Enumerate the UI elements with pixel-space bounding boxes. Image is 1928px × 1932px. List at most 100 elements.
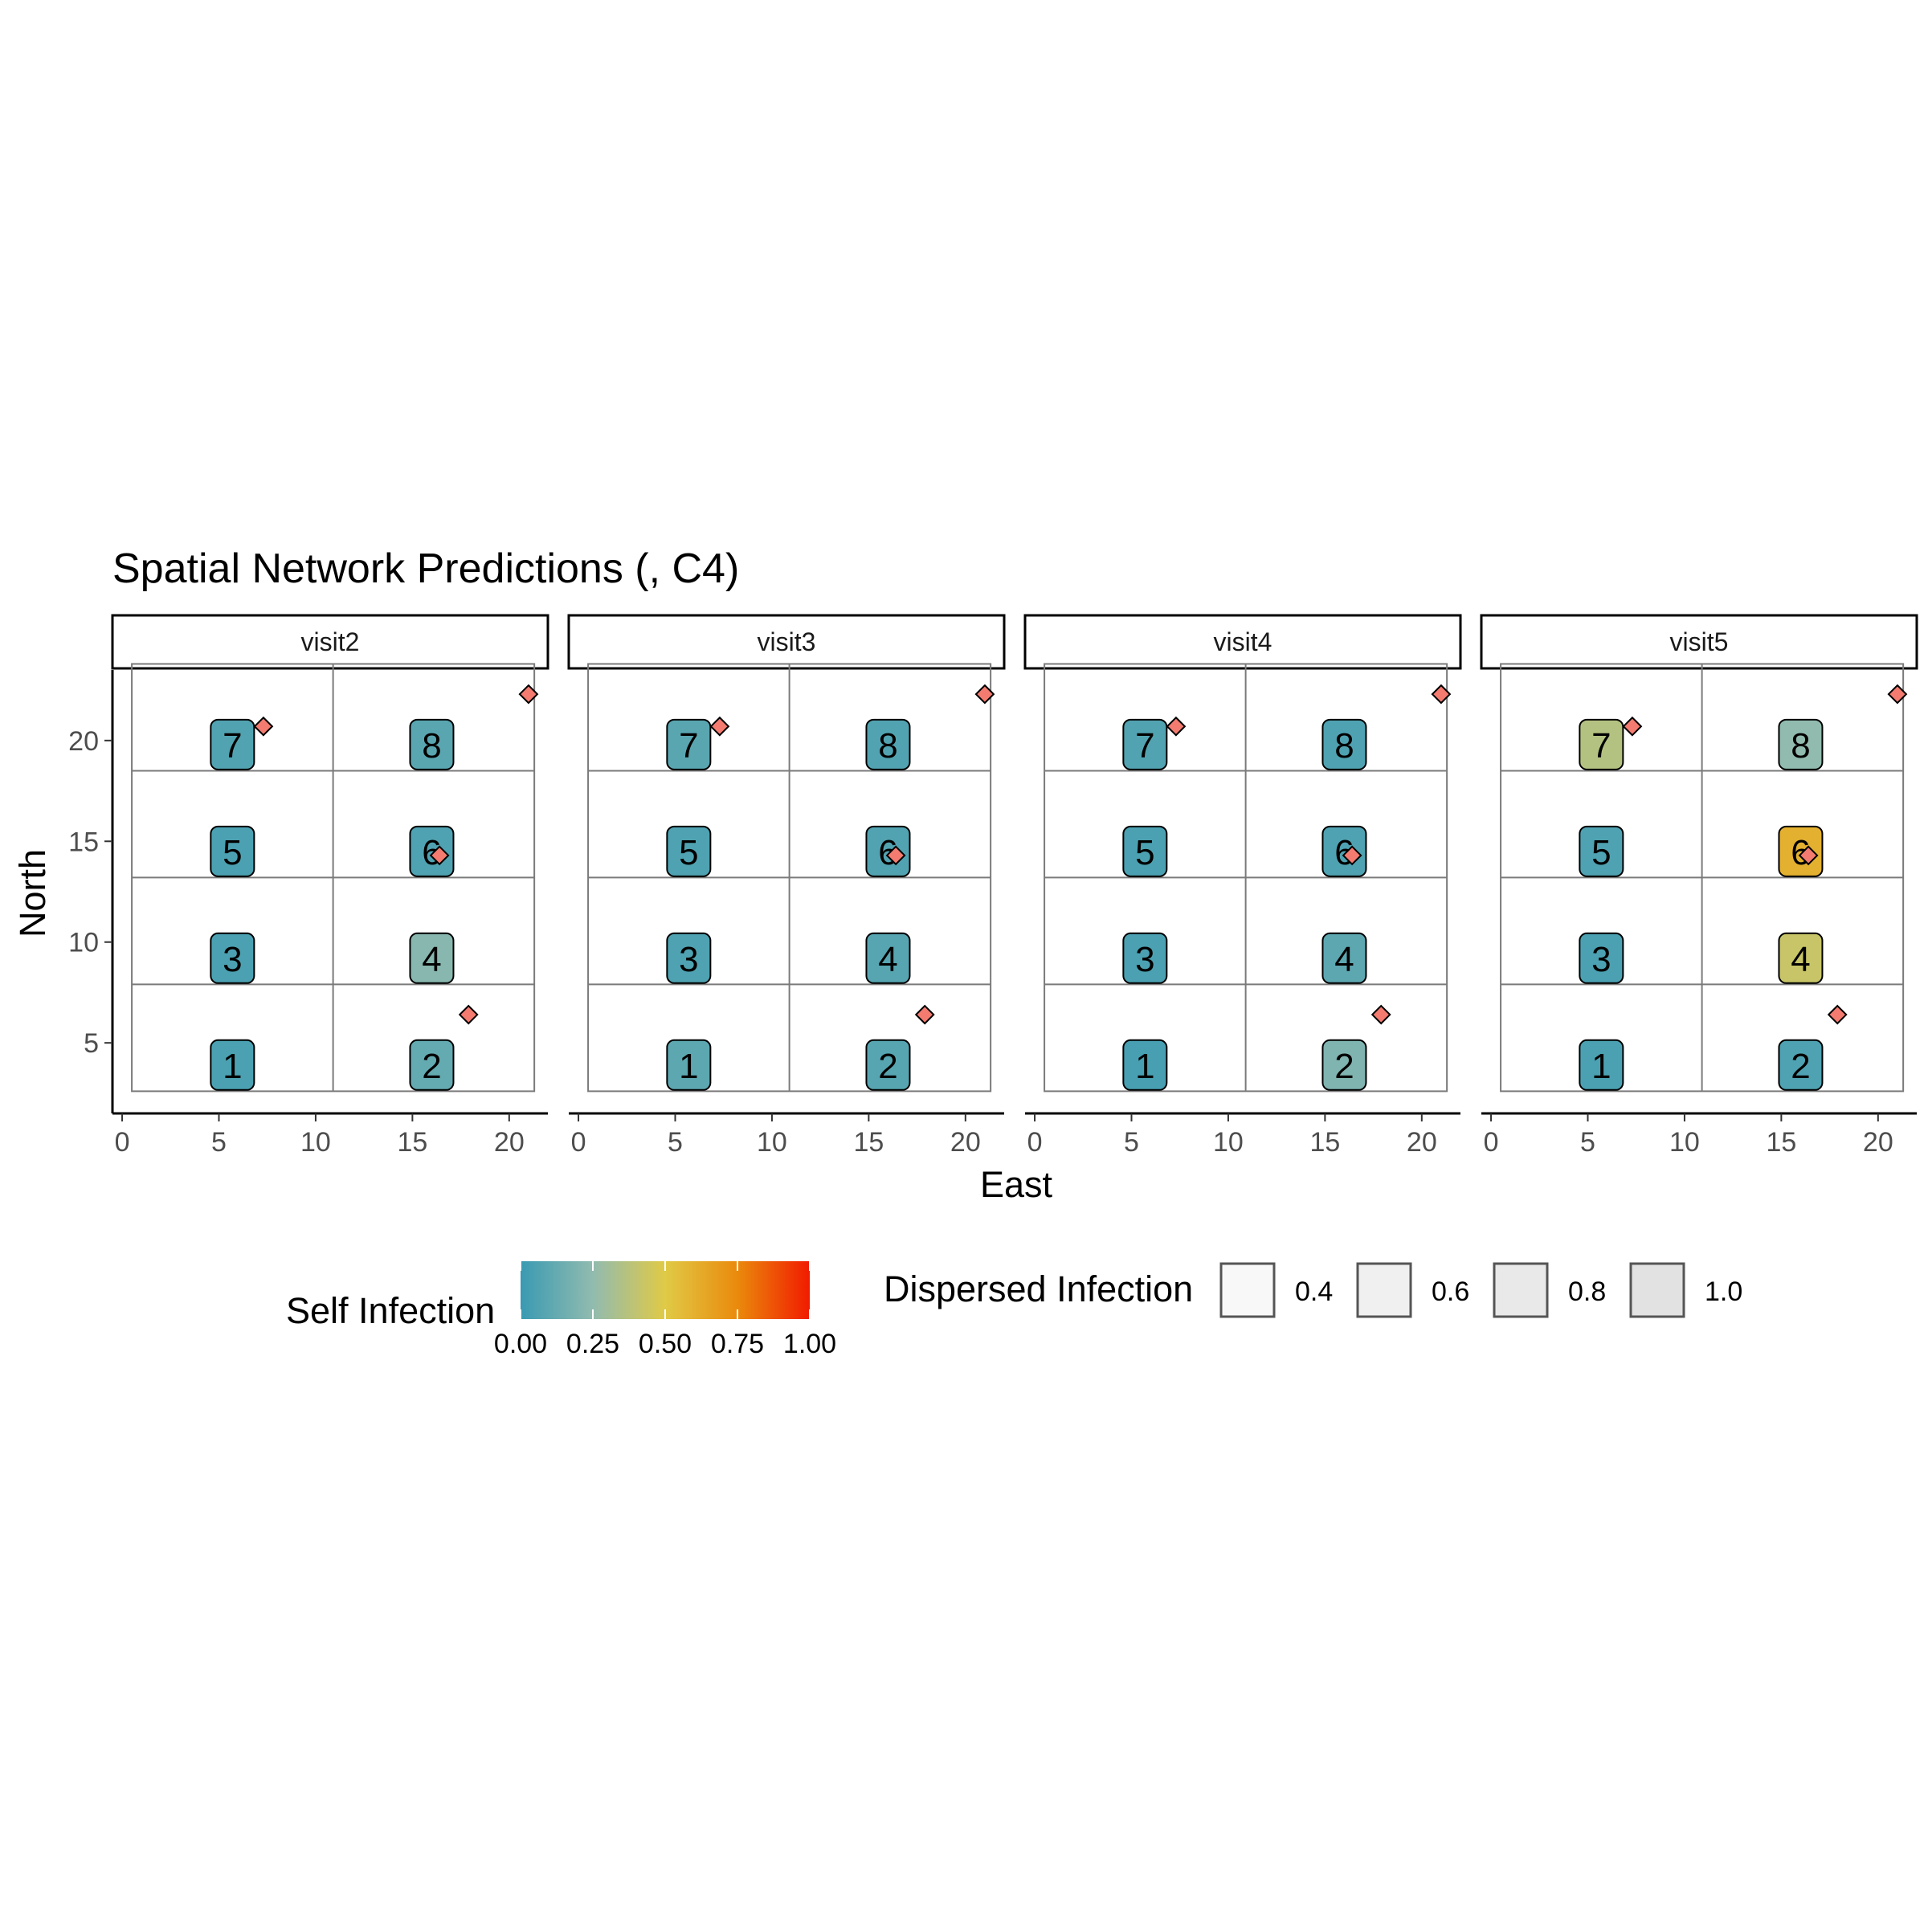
fill-legend-key: [1219, 1262, 1276, 1318]
x-tick-label: 5: [1580, 1127, 1595, 1158]
facet-strip-label: visit4: [1214, 627, 1272, 656]
self-infection-legend: Self Infection 0.00 0.25 0.50 0.75 1.00: [286, 1261, 836, 1359]
color-legend-tick-label: 0.75: [711, 1329, 764, 1359]
plot-label-box: [1778, 718, 1824, 770]
x-tick-label: 10: [300, 1127, 331, 1158]
plot-label-box: [210, 932, 255, 984]
x-tick-label: 5: [211, 1127, 227, 1158]
y-tick-label: 20: [68, 726, 99, 757]
fill-legend-label: 0.4: [1295, 1276, 1333, 1307]
plot-label-box: [210, 825, 255, 877]
plot-label-text: 5: [223, 833, 242, 872]
plot-label-box: [210, 1039, 255, 1091]
plot-label-text: 1: [679, 1047, 698, 1086]
source-marker: [914, 1004, 935, 1025]
plot-label-text: 4: [422, 940, 441, 979]
source-marker: [974, 684, 995, 705]
plot-label-box: [1778, 825, 1824, 877]
plot-label-box: [409, 932, 455, 984]
plot-label-text: 3: [1135, 940, 1154, 979]
color-legend-tick-label: 1.00: [783, 1329, 836, 1359]
facet-strip: [567, 614, 1006, 670]
fill-legend-title: Dispersed Infection: [884, 1268, 1193, 1309]
source-marker: [458, 1004, 479, 1025]
fill-legend-key: [1356, 1262, 1412, 1318]
fill-legend-label: 0.6: [1432, 1276, 1469, 1307]
facet-strip: [111, 614, 549, 670]
source-marker: [709, 716, 730, 737]
plot-label-box: [666, 718, 712, 770]
plot-label-text: 1: [1135, 1047, 1154, 1086]
x-tick-label: 10: [1669, 1127, 1700, 1158]
x-tick-label: 20: [950, 1127, 981, 1158]
color-legend-tick-label: 0.00: [494, 1329, 547, 1359]
plot-label-text: 5: [1591, 833, 1611, 872]
fill-legend-label: 0.8: [1568, 1276, 1606, 1307]
plot-label-text: 4: [1334, 940, 1354, 979]
x-tick-label: 0: [115, 1127, 130, 1158]
x-axis-title: East: [980, 1164, 1053, 1205]
x-tick-label: 20: [494, 1127, 525, 1158]
plot-label-text: 7: [679, 726, 698, 766]
facet-strip-label: visit5: [1670, 627, 1729, 656]
facet-strip-label: visit3: [758, 627, 816, 656]
x-tick-label: 15: [1766, 1127, 1796, 1158]
source-marker: [253, 716, 274, 737]
x-tick-label: 20: [1407, 1127, 1437, 1158]
plot-label-text: 4: [1791, 940, 1810, 979]
plot-label-box: [1579, 825, 1624, 877]
color-legend-title: Self Infection: [286, 1290, 495, 1331]
fill-legend-label: 1.0: [1705, 1276, 1742, 1307]
plot-label-box: [666, 932, 712, 984]
plot-label-box: [666, 1039, 712, 1091]
plot-label-box: [210, 718, 255, 770]
plot-label-box: [1778, 932, 1824, 984]
facet-strip: [1023, 614, 1462, 670]
plot-label-box: [1122, 718, 1168, 770]
plot-label-box: [409, 825, 455, 877]
facet-strip: [1480, 614, 1918, 670]
source-marker: [429, 845, 450, 866]
x-tick-label: 10: [757, 1127, 787, 1158]
plot-label-text: 7: [1591, 726, 1611, 766]
x-tick-label: 15: [1309, 1127, 1340, 1158]
plot-label-text: 7: [1135, 726, 1154, 766]
x-tick-label: 0: [1484, 1127, 1499, 1158]
plot-label-box: [1122, 932, 1168, 984]
plot-label-box: [865, 718, 911, 770]
x-tick-label: 15: [397, 1127, 427, 1158]
plot-label-box: [409, 1039, 455, 1091]
plot-label-box: [666, 825, 712, 877]
facet-strip-label: visit2: [301, 627, 360, 656]
x-tick-label: 20: [1863, 1127, 1893, 1158]
color-legend-tick-label: 0.25: [566, 1329, 619, 1359]
x-tick-label: 0: [571, 1127, 586, 1158]
plot-label-text: 2: [422, 1047, 441, 1086]
plot-label-box: [865, 825, 911, 877]
plot-label-text: 5: [1135, 833, 1154, 872]
plot-label-text: 4: [878, 940, 897, 979]
plot-label-text: 1: [223, 1047, 242, 1086]
y-axis-title: North: [12, 849, 53, 937]
plot-label-box: [1321, 1039, 1367, 1091]
plot-label-text: 2: [878, 1047, 897, 1086]
y-tick-label: 10: [68, 928, 99, 958]
source-marker: [885, 845, 906, 866]
plot-label-text: 1: [1591, 1047, 1611, 1086]
plot-label-box: [1321, 718, 1367, 770]
plot-label-text: 8: [1334, 726, 1354, 766]
plot-label-text: 8: [878, 726, 897, 766]
x-tick-label: 5: [1124, 1127, 1139, 1158]
plot-label-text: 3: [679, 940, 698, 979]
source-marker: [1370, 1004, 1391, 1025]
source-marker: [1342, 845, 1362, 866]
plot-label-text: 5: [679, 833, 698, 872]
source-marker: [1798, 845, 1819, 866]
